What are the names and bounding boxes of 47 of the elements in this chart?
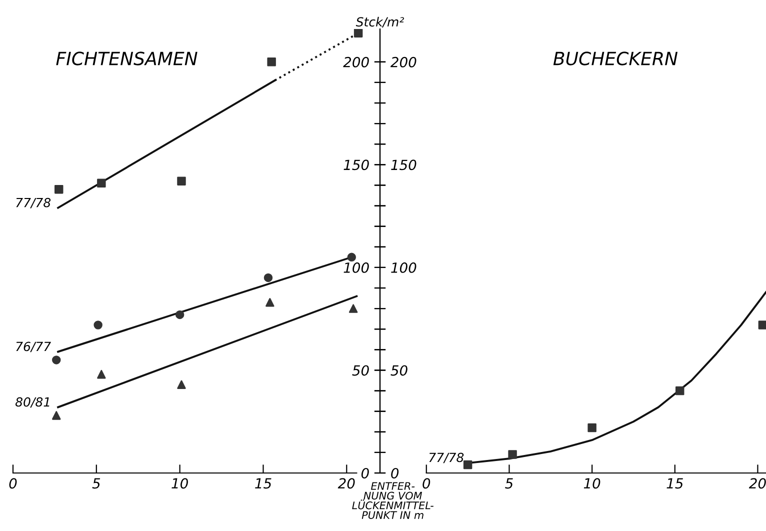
- x-tick-label: 0: [9, 478, 17, 489]
- point: [97, 178, 106, 188]
- y-axis-title: Stck/m²: [356, 16, 404, 28]
- x-tick-label: 15: [255, 478, 272, 489]
- y-tick-label: 200: [390, 56, 416, 68]
- y-tick-label: 0: [391, 468, 399, 478]
- x-tick-label: 5: [92, 478, 100, 489]
- y-tick-label: 50: [352, 365, 369, 376]
- y-tick-label: 150: [344, 160, 369, 170]
- point: [264, 273, 273, 282]
- x-tick-label: 20: [338, 478, 355, 489]
- x-tick-label: 10: [584, 478, 600, 489]
- text: FICHTENSAMEN: [56, 52, 198, 66]
- x-tick-label: 20: [748, 478, 766, 489]
- point: [675, 386, 684, 396]
- point: [347, 252, 356, 262]
- point: [177, 176, 186, 186]
- point: [266, 298, 274, 307]
- point: [348, 304, 358, 313]
- point: [94, 320, 102, 330]
- y-tick-label: 50: [390, 365, 408, 376]
- point: [54, 184, 64, 194]
- point: [97, 370, 106, 379]
- y-tick-label: 100: [391, 262, 416, 273]
- x-tick-label: 0: [422, 478, 430, 489]
- text: BUCHECKERN: [553, 52, 678, 66]
- point: [354, 29, 363, 38]
- y-tick-label: 0: [361, 468, 369, 478]
- x-tick-label: 5: [505, 478, 513, 489]
- y-tick-label: 200: [343, 56, 369, 68]
- point: [177, 380, 186, 389]
- x-tick-label: 10: [172, 478, 188, 489]
- x-tick-label: 15: [666, 478, 683, 489]
- series-label: 80/81: [15, 397, 50, 408]
- series-label: 76/77: [16, 342, 51, 352]
- point: [588, 423, 596, 432]
- series-label: 77/78: [16, 198, 51, 208]
- point: [758, 320, 766, 330]
- series-label: 77/78: [429, 452, 464, 464]
- point: [267, 58, 276, 66]
- point: [175, 310, 184, 320]
- point: [52, 356, 61, 364]
- point: [508, 450, 517, 459]
- point: [52, 411, 61, 420]
- y-tick-label: 100: [344, 262, 369, 273]
- y-tick-label: 150: [391, 160, 416, 170]
- point: [463, 460, 472, 470]
